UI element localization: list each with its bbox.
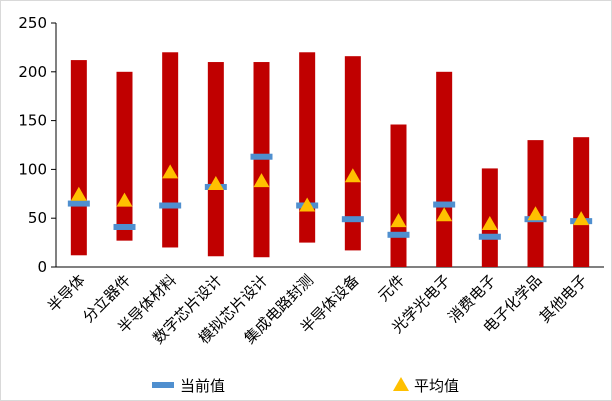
average-marker	[390, 213, 407, 228]
average-marker	[207, 176, 224, 191]
current-value-marker	[113, 223, 136, 230]
category-label: 半导体	[44, 271, 89, 316]
current-value-marker	[387, 231, 410, 238]
current-value-marker	[67, 200, 90, 207]
y-tick-label: 50	[28, 209, 47, 227]
legend-average-label: 平均值	[414, 377, 459, 395]
current-value-marker	[159, 202, 182, 209]
legend-current-label: 当前值	[180, 377, 225, 395]
range-bar	[299, 52, 316, 243]
average-marker	[299, 197, 316, 212]
y-tick-label: 0	[37, 258, 47, 276]
category-label: 元件	[374, 271, 408, 305]
average-marker	[344, 168, 361, 183]
current-value-marker	[433, 201, 456, 208]
average-marker	[116, 192, 133, 207]
range-bar	[527, 140, 544, 267]
average-marker	[70, 186, 87, 201]
range-bar	[344, 56, 361, 251]
category-label: 其他电子	[536, 271, 591, 326]
range-bar	[162, 52, 179, 248]
legend-average-swatch	[393, 377, 409, 391]
range-bar	[116, 71, 133, 241]
average-marker	[436, 207, 453, 222]
range-bar	[70, 60, 87, 256]
average-marker	[253, 173, 270, 188]
y-tick-label: 250	[18, 14, 47, 32]
range-bar	[436, 71, 453, 267]
current-value-marker	[341, 216, 364, 223]
average-marker	[527, 206, 544, 221]
y-tick-label: 150	[18, 112, 47, 130]
range-bar	[390, 124, 407, 267]
y-tick-label: 100	[18, 160, 47, 178]
range-bar	[573, 137, 590, 267]
current-value-marker	[250, 153, 273, 160]
average-marker	[573, 211, 590, 226]
average-marker	[481, 216, 498, 231]
y-tick-label: 200	[18, 63, 47, 81]
current-value-marker	[478, 233, 501, 240]
legend-current-swatch	[152, 382, 174, 388]
range-bar	[207, 62, 224, 257]
average-marker	[162, 164, 179, 179]
